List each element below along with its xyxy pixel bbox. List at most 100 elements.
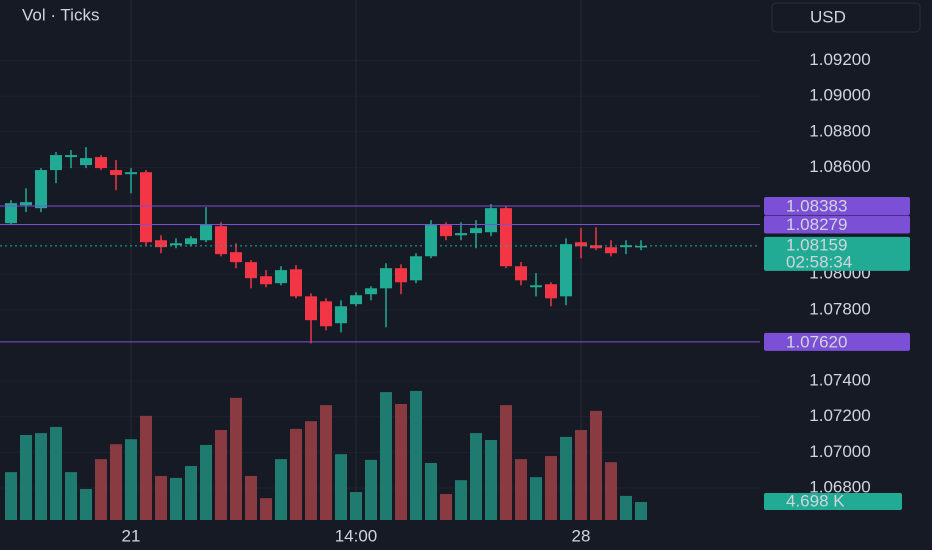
candle-body <box>215 226 227 255</box>
x-tick-label: 28 <box>572 526 591 545</box>
volume-bar <box>620 495 632 520</box>
volume-bar <box>320 405 332 520</box>
candle-body <box>425 225 437 257</box>
volume-bar <box>470 433 482 520</box>
volume-bar <box>275 459 287 520</box>
volume-bar <box>500 405 512 520</box>
candle-body <box>440 225 452 237</box>
candle-body <box>365 288 377 295</box>
volume-bar <box>95 459 107 520</box>
volume-label: 4.698 K <box>786 491 845 510</box>
candle-body <box>50 155 62 171</box>
volume-bar <box>185 466 197 520</box>
volume-bar <box>230 397 242 520</box>
volume-bar <box>110 444 122 520</box>
candle-body <box>485 208 497 233</box>
candle-body <box>635 245 647 248</box>
volume-bar <box>335 454 347 520</box>
volume-bar <box>380 392 392 520</box>
y-tick-label: 1.07800 <box>809 299 870 318</box>
candle-body <box>305 296 317 321</box>
x-tick-label: 14:00 <box>335 526 378 545</box>
candle-body <box>185 238 197 245</box>
volume-bar <box>590 410 602 520</box>
volume-bar <box>290 428 302 520</box>
volume-bar <box>455 480 467 520</box>
volume-bar <box>515 459 527 520</box>
candle-body <box>500 208 512 267</box>
volume-bar <box>65 472 77 520</box>
volume-bar <box>440 493 452 520</box>
price-line-label: 1.08383 <box>786 197 847 216</box>
volume-bar <box>170 477 182 520</box>
y-tick-label: 1.08800 <box>809 121 870 140</box>
candle-body <box>605 247 617 254</box>
candle-body <box>65 155 77 158</box>
currency-button[interactable] <box>771 2 921 33</box>
candle-body <box>320 301 332 327</box>
y-tick-label: 1.07000 <box>809 442 870 461</box>
volume-bar <box>20 434 32 520</box>
volume-bar <box>35 433 47 520</box>
last-price-tag <box>764 236 910 271</box>
volume-bar <box>245 475 257 520</box>
volume-bar <box>80 488 92 520</box>
chart-title: Vol · Ticks <box>22 5 99 24</box>
volume-bar <box>350 492 362 520</box>
candle-body <box>470 228 482 234</box>
volume-bar <box>260 498 272 520</box>
candle-body <box>455 233 467 236</box>
volume-tag <box>764 493 902 510</box>
candle-body <box>5 203 17 224</box>
candle-body <box>275 270 287 284</box>
plot <box>0 147 760 344</box>
candle-body <box>560 244 572 297</box>
candle-body <box>575 242 587 247</box>
volume-bar <box>140 415 152 520</box>
candle-body <box>590 245 602 249</box>
volume-bar <box>410 390 422 520</box>
volume <box>5 390 647 520</box>
candle-body <box>290 269 302 297</box>
volume-bar <box>575 430 587 520</box>
last-price-label: 1.08159 <box>786 235 847 254</box>
candle-body <box>230 252 242 263</box>
y-tick-label: 1.07400 <box>809 371 870 390</box>
volume-bar <box>545 456 557 520</box>
volume-bar <box>425 462 437 520</box>
currency-label[interactable]: USD <box>810 7 846 26</box>
price-line-tag <box>764 332 910 351</box>
price-axis: 1.092001.090001.088001.086001.080001.078… <box>122 50 910 545</box>
candle-body <box>545 284 557 299</box>
candle-body <box>530 285 542 288</box>
candle-body <box>410 256 422 281</box>
price-line-tag <box>764 215 910 234</box>
y-tick-label: 1.09200 <box>809 50 870 69</box>
volume-bar <box>155 475 167 520</box>
candle-body <box>260 276 272 285</box>
x-tick-label: 21 <box>122 526 141 545</box>
volume-bar <box>50 426 62 520</box>
volume-bar <box>5 472 17 520</box>
candle-body <box>35 170 47 209</box>
candle-body <box>170 243 182 246</box>
volume-bar <box>605 462 617 520</box>
volume-bar <box>395 403 407 520</box>
price-line-tag <box>764 197 910 216</box>
volume-bar <box>215 430 227 520</box>
volume-bar <box>305 421 317 520</box>
volume-bar <box>200 444 212 520</box>
candle-body <box>245 262 257 279</box>
candle-body <box>380 268 392 289</box>
y-tick-label: 1.09000 <box>809 86 870 105</box>
candle-body <box>125 172 137 175</box>
candle-body <box>140 172 152 243</box>
candle-body <box>95 157 107 169</box>
volume-bar <box>530 477 542 520</box>
candle-body <box>110 170 122 176</box>
candle-body <box>335 306 347 324</box>
candle-body <box>20 202 32 206</box>
volume-bar <box>485 439 497 520</box>
